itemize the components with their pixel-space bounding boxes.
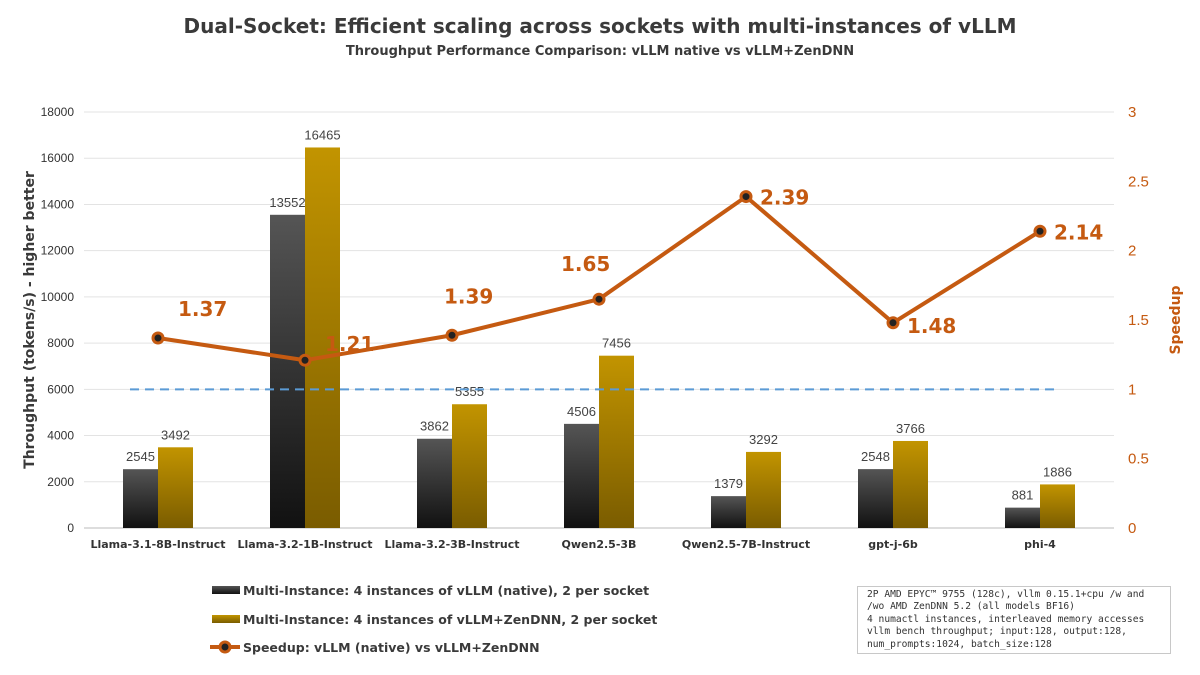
bar-data-label: 2548 bbox=[861, 449, 890, 464]
speedup-marker bbox=[592, 292, 606, 306]
bar-zendnn bbox=[1040, 484, 1075, 528]
speedup-marker bbox=[445, 328, 459, 342]
speedup-marker bbox=[151, 331, 165, 345]
bar-native bbox=[123, 469, 158, 528]
y-tick-label: 8000 bbox=[47, 336, 74, 350]
y-tick-label: 16000 bbox=[41, 151, 75, 165]
y-tick-label: 14000 bbox=[41, 197, 75, 211]
y2-tick-label: 1 bbox=[1128, 381, 1136, 398]
bar-zendnn bbox=[893, 440, 928, 528]
legend-label-zendnn: Multi-Instance: 4 instances of vLLM+ZenD… bbox=[243, 612, 657, 627]
speedup-data-label: 1.65 bbox=[561, 252, 610, 276]
y2-tick-label: 3 bbox=[1128, 104, 1136, 121]
category-label: phi-4 bbox=[1024, 538, 1056, 551]
category-label: Qwen2.5-3B bbox=[562, 538, 637, 551]
chart-title: Dual-Socket: Efficient scaling across so… bbox=[184, 14, 1017, 38]
legend-label-native: Multi-Instance: 4 instances of vLLM (nat… bbox=[243, 583, 649, 598]
y-tick-label: 4000 bbox=[47, 429, 74, 443]
bar-native bbox=[417, 438, 452, 528]
legend: Multi-Instance: 4 instances of vLLM (nat… bbox=[210, 583, 657, 655]
category-label: Llama-3.2-3B-Instruct bbox=[384, 538, 519, 551]
bar-native bbox=[270, 214, 305, 528]
legend-swatch-zendnn bbox=[212, 615, 240, 623]
bar-data-label: 881 bbox=[1012, 488, 1034, 503]
speedup-data-label: 1.21 bbox=[325, 332, 374, 356]
chart-subtitle: Throughput Performance Comparison: vLLM … bbox=[346, 44, 854, 59]
y-tick-label: 0 bbox=[67, 521, 74, 535]
y-tick-label: 10000 bbox=[41, 290, 75, 304]
bar-data-label: 5355 bbox=[455, 384, 484, 399]
y-tick-label: 18000 bbox=[41, 105, 75, 119]
speedup-line: 1.37 1.21 1.39 1.65 2.39 1.48 2.14 bbox=[130, 186, 1103, 391]
test-config-note: 2P AMD EPYC™ 9755 (128c), vllm 0.15.1+cp… bbox=[857, 586, 1171, 654]
bar-zendnn bbox=[746, 451, 781, 528]
bar-zendnn bbox=[305, 147, 340, 528]
y2-tick-label: 0 bbox=[1128, 520, 1136, 537]
speedup-data-label: 2.14 bbox=[1054, 220, 1103, 244]
bar-data-label: 1886 bbox=[1043, 464, 1072, 479]
bar-zendnn bbox=[599, 355, 634, 528]
bar-zendnn bbox=[158, 447, 193, 528]
speedup-marker bbox=[298, 353, 312, 367]
bar-data-label: 3766 bbox=[896, 421, 925, 436]
bar-data-label: 1379 bbox=[714, 476, 743, 491]
category-label: Qwen2.5-7B-Instruct bbox=[682, 538, 810, 551]
bar-data-label: 3292 bbox=[749, 432, 778, 447]
speedup-data-label: 1.37 bbox=[178, 297, 227, 321]
bar-native bbox=[564, 423, 599, 528]
speedup-marker bbox=[886, 316, 900, 330]
legend-label-speedup: Speedup: vLLM (native) vs vLLM+ZenDNN bbox=[243, 640, 540, 655]
bar-data-label: 2545 bbox=[126, 449, 155, 464]
speedup-data-label: 1.48 bbox=[907, 314, 956, 338]
bar-data-label: 16465 bbox=[304, 127, 340, 142]
bar-zendnn bbox=[452, 404, 487, 528]
y-axis-ticks: 0 2000 4000 6000 8000 10000 12000 14000 16000 180… bbox=[41, 105, 75, 535]
y-tick-label: 2000 bbox=[47, 475, 74, 489]
category-labels: Llama-3.1-8B-Instruct Llama-3.2-1B-Instru… bbox=[90, 538, 1056, 551]
y2-axis-ticks: 0 0.5 1 1.5 2 2.5 3 bbox=[1128, 104, 1149, 537]
bar-data-label: 3492 bbox=[161, 427, 190, 442]
bar-native bbox=[1005, 507, 1040, 528]
category-label: Llama-3.2-1B-Instruct bbox=[237, 538, 372, 551]
category-label: Llama-3.1-8B-Instruct bbox=[90, 538, 225, 551]
legend-swatch-native bbox=[212, 586, 240, 594]
speedup-marker bbox=[739, 190, 753, 204]
y2-tick-label: 2 bbox=[1128, 243, 1136, 260]
bar-native bbox=[858, 469, 893, 528]
y-tick-label: 6000 bbox=[47, 382, 74, 396]
y2-axis-label: Speedup bbox=[1168, 285, 1184, 354]
bar-data-label: 7456 bbox=[602, 336, 631, 351]
bar-data-label: 4506 bbox=[567, 404, 596, 419]
bar-data-label: 3862 bbox=[420, 419, 449, 434]
legend-marker-speedup bbox=[218, 640, 232, 654]
bar-native bbox=[711, 496, 746, 528]
bar-data-label: 13552 bbox=[269, 195, 305, 210]
y-tick-label: 12000 bbox=[41, 244, 75, 258]
category-label: gpt-j-6b bbox=[868, 538, 918, 551]
y-axis-label: Throughput (tokens/s) - higher better bbox=[22, 171, 38, 469]
speedup-data-label: 2.39 bbox=[760, 186, 809, 210]
y2-tick-label: 1.5 bbox=[1128, 312, 1149, 329]
speedup-marker bbox=[1033, 224, 1047, 238]
y2-tick-label: 0.5 bbox=[1128, 451, 1149, 468]
bars: 2545 3492 13552 16465 3862 5355 4506 7456 1379 32… bbox=[123, 127, 1075, 528]
y2-tick-label: 2.5 bbox=[1128, 173, 1149, 190]
speedup-data-label: 1.39 bbox=[444, 284, 493, 308]
